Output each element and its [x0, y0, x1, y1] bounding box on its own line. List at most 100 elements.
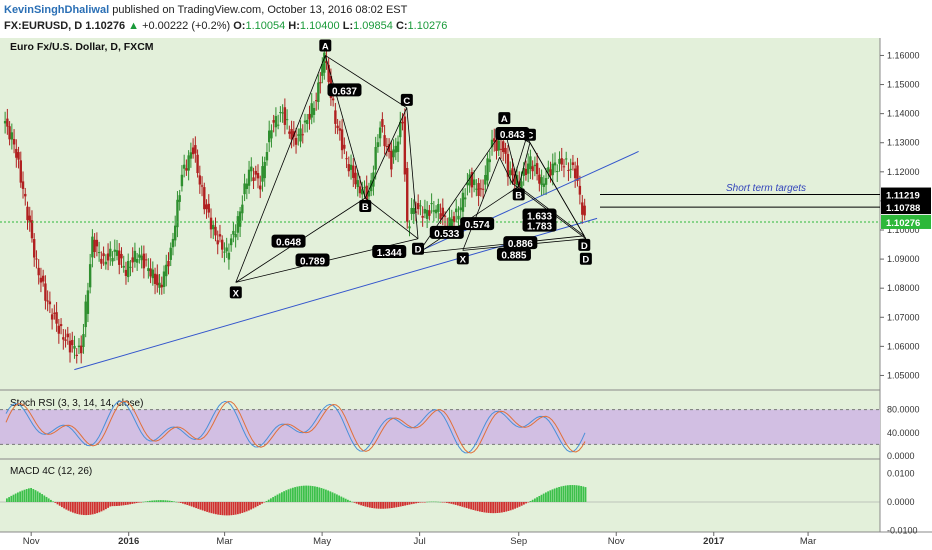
candle-body [259, 185, 262, 190]
macd-bar [523, 502, 525, 505]
candle-body [115, 250, 119, 256]
candle-body [425, 209, 429, 219]
pattern-point-marker [319, 39, 332, 52]
macd-tick-label: 0.0000 [887, 497, 915, 507]
candle-body [279, 112, 282, 114]
macd-bar [562, 485, 565, 502]
macd-bar [21, 490, 24, 502]
candle-body [156, 274, 159, 286]
macd-tick-label: -0.0100 [887, 525, 918, 535]
macd-bar [243, 502, 246, 513]
candle-body [317, 82, 320, 103]
candle-body [75, 354, 78, 357]
x-tick-label: Mar [216, 536, 232, 547]
candle-body [109, 248, 112, 257]
price-change: +0.00222 (+0.2%) [142, 20, 231, 32]
macd-bar [43, 495, 46, 502]
high-label: H: [288, 20, 300, 32]
macd-bar [536, 497, 538, 502]
candle-body [138, 254, 141, 258]
macd-bar [457, 502, 459, 506]
macd-bar [386, 502, 389, 509]
candle-body [147, 268, 150, 272]
candle-body [385, 146, 389, 148]
candle-body [187, 155, 190, 171]
macd-bar [278, 493, 281, 502]
macd-bar [45, 496, 48, 502]
macd-bar [193, 502, 195, 508]
macd-bar [448, 502, 450, 504]
candle-body [247, 169, 251, 186]
macd-bar [355, 502, 358, 504]
macd-bar [305, 485, 307, 502]
macd-bar [124, 502, 127, 506]
candle-body [535, 163, 539, 174]
macd-bar [63, 502, 65, 509]
close-value: 1.10276 [407, 20, 448, 32]
candle-body [169, 247, 172, 260]
pattern-line [417, 235, 585, 254]
chart-area[interactable]: Euro Fx/U.S. Dollar, D, FXCM 1.16000 1.150… [0, 38, 932, 550]
low-label: L: [342, 20, 354, 32]
macd-bar [430, 501, 433, 503]
candle-body [41, 275, 45, 282]
candle-body [499, 148, 503, 150]
ratio-label: 1.633 [527, 211, 552, 222]
macd-bar [241, 502, 244, 513]
macd-bar [61, 502, 63, 508]
macd-bar [287, 489, 290, 502]
candle-body [308, 113, 311, 120]
pattern-point-marker [456, 252, 469, 265]
macd-bar [307, 485, 310, 502]
candle-body [571, 162, 575, 165]
ratio-label: 0.843 [500, 130, 525, 141]
macd-bar [375, 502, 378, 509]
candle-body [533, 164, 537, 167]
macd-bar [399, 502, 402, 507]
macd-bar [358, 502, 360, 505]
candle-body [142, 253, 146, 269]
macd-bar [507, 502, 510, 511]
candle-body [472, 179, 476, 186]
macd-bar [380, 502, 382, 509]
candle-body [416, 203, 420, 210]
published-text: published on TradingView.com, October 13… [112, 4, 408, 16]
macd-bar [542, 493, 545, 502]
candle-body [129, 266, 132, 268]
candle-body [403, 116, 407, 175]
macd-bar [87, 502, 90, 515]
ratio-box [327, 83, 362, 97]
macd-bar [580, 485, 582, 502]
candle-body [520, 181, 523, 190]
macd-bar [463, 502, 466, 508]
candle-body [35, 258, 38, 260]
candle-body [484, 174, 487, 185]
pattern-point-marker [229, 286, 242, 299]
macd-bar [239, 502, 241, 514]
macd-bar [419, 502, 422, 503]
macd-bar [417, 502, 420, 503]
candle-body [522, 168, 525, 176]
author-name[interactable]: KevinSinghDhaliwal [4, 4, 110, 16]
candle-body [95, 239, 99, 247]
pattern-line [462, 157, 500, 251]
candle-body [133, 250, 137, 262]
macd-bar [195, 502, 197, 509]
candle-body [37, 267, 40, 276]
candle-body [207, 203, 210, 213]
macd-bar [336, 494, 338, 502]
macd-bar [435, 501, 437, 503]
macd-bar [175, 501, 178, 503]
ratio-label: 0.574 [465, 220, 490, 231]
macd-bar [362, 502, 365, 506]
symbol-line: FX:EURUSD, D 1.10276 ▲ +0.00222 (+0.2%) … [4, 20, 447, 32]
macd-bar [217, 502, 219, 515]
candle-body [383, 135, 386, 147]
target-level-label: 1.11219 [886, 191, 920, 202]
candle-body [352, 165, 355, 178]
candle-body [531, 166, 534, 172]
y-tick-label: 1.13000 [887, 138, 920, 148]
macd-bar [391, 502, 393, 509]
symbol-name[interactable]: FX:EURUSD, D [4, 20, 83, 32]
candle-body [124, 269, 128, 276]
